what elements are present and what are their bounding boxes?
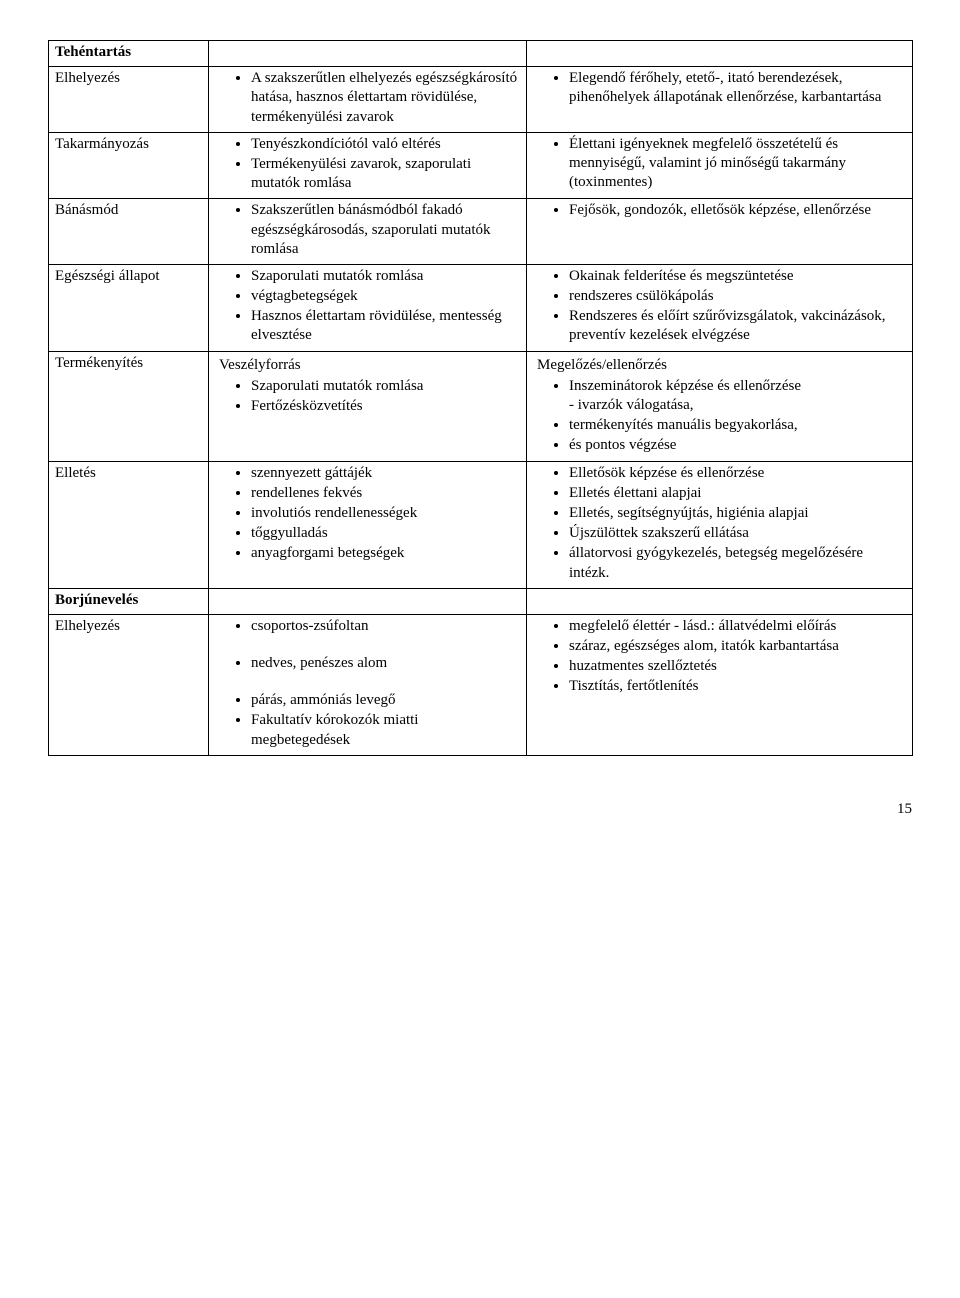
list-item: párás, ammóniás levegő bbox=[251, 691, 520, 710]
list-item: termékenyítés manuális begyakorlása, bbox=[569, 416, 906, 435]
column-subhead: Megelőzés/ellenőrzés bbox=[537, 356, 906, 375]
list-item: Újszülöttek szakszerű ellátása bbox=[569, 524, 906, 543]
table-row: Elhelyezés csoportos-zsúfoltan nedves, p… bbox=[49, 614, 913, 755]
table-row: Bánásmód Szakszerűtlen bánásmódból fakad… bbox=[49, 199, 913, 265]
list-item: száraz, egészséges alom, itatók karbanta… bbox=[569, 637, 906, 656]
list-item: A szakszerűtlen elhelyezés egészségkáros… bbox=[251, 69, 520, 127]
row-label: Takarmányozás bbox=[55, 136, 149, 152]
hazard-list: Szaporulati mutatók romlása Fertőzésközv… bbox=[215, 377, 520, 416]
list-item: involutiós rendellenességek bbox=[251, 504, 520, 523]
list-item: Szaporulati mutatók romlása bbox=[251, 267, 520, 286]
prevention-list: Okainak felderítése és megszüntetése ren… bbox=[533, 267, 906, 346]
hazard-list: Szaporulati mutatók romlása végtagbetegs… bbox=[215, 267, 520, 346]
prevention-list: megfelelő élettér - lásd.: állatvédelmi … bbox=[533, 617, 906, 697]
list-item-subtext: - ivarzók válogatása, bbox=[569, 396, 906, 415]
list-item: nedves, penészes alom bbox=[251, 654, 520, 673]
table-row: Egészségi állapot Szaporulati mutatók ro… bbox=[49, 264, 913, 351]
list-item: Élettani igényeknek megfelelő összetétel… bbox=[569, 135, 906, 193]
page-number: 15 bbox=[48, 756, 912, 819]
list-item: és pontos végzése bbox=[569, 436, 906, 455]
list-item: Hasznos élettartam rövidülése, mentesség… bbox=[251, 307, 520, 345]
prevention-list: Fejősök, gondozók, elletősök képzése, el… bbox=[533, 201, 906, 220]
hazard-list: szennyezett gáttájék rendellenes fekvés … bbox=[215, 464, 520, 564]
list-item: Elegendő férőhely, etető-, itató berende… bbox=[569, 69, 906, 107]
list-item: Okainak felderítése és megszüntetése bbox=[569, 267, 906, 286]
list-item: Szaporulati mutatók romlása bbox=[251, 377, 520, 396]
list-item: Tenyészkondíciótól való eltérés bbox=[251, 135, 520, 154]
table-row: Elletés szennyezett gáttájék rendellenes… bbox=[49, 461, 913, 588]
section-header: Borjúnevelés bbox=[55, 592, 138, 608]
document-table: Tehéntartás Elhelyezés A szakszerűtlen e… bbox=[48, 40, 913, 756]
row-label: Elhelyezés bbox=[55, 70, 120, 86]
row-label: Elletés bbox=[55, 465, 96, 481]
row-label: Bánásmód bbox=[55, 202, 118, 218]
table-row: Takarmányozás Tenyészkondíciótól való el… bbox=[49, 132, 913, 199]
list-item: Rendszeres és előírt szűrővizsgálatok, v… bbox=[569, 307, 906, 345]
hazard-list: A szakszerűtlen elhelyezés egészségkáros… bbox=[215, 69, 520, 127]
table-row: Termékenyítés Veszélyforrás Szaporulati … bbox=[49, 351, 913, 461]
section-header: Tehéntartás bbox=[55, 44, 131, 60]
list-item: csoportos-zsúfoltan bbox=[251, 617, 520, 636]
hazard-list: Szakszerűtlen bánásmódból fakadó egészsé… bbox=[215, 201, 520, 259]
list-item: Elletés, segítségnyújtás, higiénia alapj… bbox=[569, 504, 906, 523]
list-item: rendszeres csülökápolás bbox=[569, 287, 906, 306]
hazard-list: Tenyészkondíciótól való eltérés Terméken… bbox=[215, 135, 520, 194]
list-item: végtagbetegségek bbox=[251, 287, 520, 306]
list-item: Fejősök, gondozók, elletősök képzése, el… bbox=[569, 201, 906, 220]
row-label: Termékenyítés bbox=[55, 355, 143, 371]
list-item: megfelelő élettér - lásd.: állatvédelmi … bbox=[569, 617, 906, 636]
list-item: anyagforgami betegségek bbox=[251, 544, 520, 563]
section-header-row: Tehéntartás bbox=[49, 41, 913, 67]
list-item: huzatmentes szellőztetés bbox=[569, 657, 906, 676]
row-label: Elhelyezés bbox=[55, 618, 120, 634]
column-subhead: Veszélyforrás bbox=[219, 356, 520, 375]
list-item: Fakultatív kórokozók miatti megbetegedés… bbox=[251, 711, 520, 749]
list-item: állatorvosi gyógykezelés, betegség megel… bbox=[569, 544, 906, 582]
list-item: tőggyulladás bbox=[251, 524, 520, 543]
prevention-list: Elegendő férőhely, etető-, itató berende… bbox=[533, 69, 906, 107]
prevention-list: Inszeminátorok képzése és ellenőrzése - … bbox=[533, 377, 906, 456]
list-item: Inszeminátorok képzése és ellenőrzése - … bbox=[569, 377, 906, 415]
list-item: Termékenyülési zavarok, szaporulati muta… bbox=[251, 155, 520, 193]
list-item: Fertőzésközvetítés bbox=[251, 397, 520, 416]
table-row: Elhelyezés A szakszerűtlen elhelyezés eg… bbox=[49, 67, 913, 133]
list-item-text: Inszeminátorok képzése és ellenőrzése bbox=[569, 378, 801, 394]
list-item: rendellenes fekvés bbox=[251, 484, 520, 503]
row-label: Egészségi állapot bbox=[55, 268, 160, 284]
list-item: Elletősök képzése és ellenőrzése bbox=[569, 464, 906, 483]
list-item: szennyezett gáttájék bbox=[251, 464, 520, 483]
list-item: Tisztítás, fertőtlenítés bbox=[569, 677, 906, 696]
list-item: Elletés élettani alapjai bbox=[569, 484, 906, 503]
section-header-row: Borjúnevelés bbox=[49, 588, 913, 614]
prevention-list: Elletősök képzése és ellenőrzése Elletés… bbox=[533, 464, 906, 583]
list-item: Szakszerűtlen bánásmódból fakadó egészsé… bbox=[251, 201, 520, 259]
prevention-list: Élettani igényeknek megfelelő összetétel… bbox=[533, 135, 906, 193]
hazard-list: csoportos-zsúfoltan nedves, penészes alo… bbox=[215, 617, 520, 750]
